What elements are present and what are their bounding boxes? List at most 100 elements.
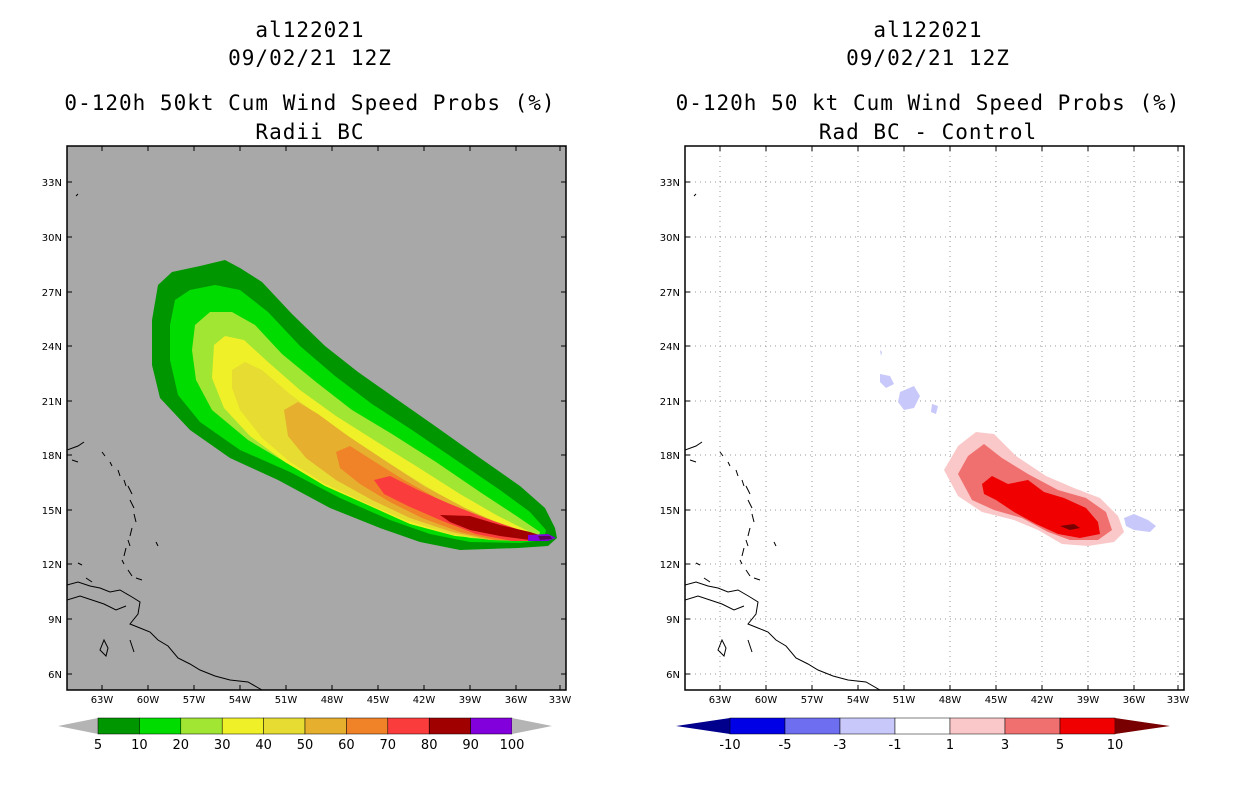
left-x-tick-label: 36W xyxy=(505,695,528,706)
right-colorbar-boxes xyxy=(729,717,1116,735)
left-colorbar-label: 80 xyxy=(421,738,438,753)
right-colorbar-label: -1 xyxy=(889,738,902,753)
left-y-tick-label: 27N xyxy=(42,288,62,299)
right-y-tick-label: 24N xyxy=(660,342,680,353)
colorbar-swatch xyxy=(346,717,389,735)
left-colorbar-label: 100 xyxy=(500,738,525,753)
left-title-subtitle: Radii BC xyxy=(255,120,365,144)
left-x-tick-label: 57W xyxy=(183,695,206,706)
colorbar-low-arrow xyxy=(676,718,730,734)
right-colorbar-label: -5 xyxy=(779,738,792,753)
colorbar-swatch xyxy=(1004,717,1061,735)
left-x-tick-label: 42W xyxy=(413,695,436,706)
right-title-date: 09/02/21 12Z xyxy=(846,46,1010,70)
right-axis-ticks xyxy=(685,146,1184,690)
right-title-storm-id: al122021 xyxy=(873,18,983,42)
colorbar-swatch xyxy=(894,717,951,735)
left-x-tick-label: 60W xyxy=(137,695,160,706)
left-colorbar: 5 10 20 30 40 50 60 70 80 90 100 xyxy=(58,717,552,753)
right-x-tick-label: 63W xyxy=(709,695,732,706)
max-core xyxy=(538,536,552,540)
right-coastlines xyxy=(685,193,881,690)
contour-30 xyxy=(212,336,530,540)
left-colorbar-label: 70 xyxy=(380,738,397,753)
contour-80 xyxy=(440,515,548,540)
neg-contour-1 xyxy=(1124,514,1156,532)
left-x-tick-labels: 63W 60W 57W 54W 51W 48W 45W 42W 39W 36W … xyxy=(91,695,572,706)
colorbar-swatch xyxy=(428,717,471,735)
left-probability-contours xyxy=(152,260,557,550)
right-x-tick-label: 45W xyxy=(985,695,1008,706)
left-title-date: 09/02/21 12Z xyxy=(228,46,392,70)
neg-contour-1 xyxy=(898,386,920,410)
right-y-tick-labels: 33N 30N 27N 24N 21N 18N 15N 12N 9N 6N xyxy=(660,178,680,681)
right-colorbar: -10 -5 -3 -1 1 3 5 10 xyxy=(676,717,1170,753)
left-map-frame xyxy=(66,145,567,691)
neg-contour-1 xyxy=(880,374,894,388)
left-y-tick-label: 21N xyxy=(42,397,62,408)
left-x-tick-label: 63W xyxy=(91,695,114,706)
colorbar-low-arrow xyxy=(58,718,98,734)
left-y-tick-label: 30N xyxy=(42,233,62,244)
right-title-product: 0-120h 50 kt Cum Wind Speed Probs (%) xyxy=(675,91,1181,115)
colorbar-swatch xyxy=(180,717,223,735)
right-x-tick-label: 36W xyxy=(1123,695,1146,706)
colorbar-swatch xyxy=(1059,717,1116,735)
right-x-tick-label: 60W xyxy=(755,695,778,706)
right-x-tick-label: 57W xyxy=(801,695,824,706)
colorbar-swatch xyxy=(949,717,1006,735)
left-y-tick-label: 9N xyxy=(48,615,62,626)
left-x-tick-label: 51W xyxy=(275,695,298,706)
left-colorbar-label: 10 xyxy=(131,738,148,753)
right-colorbar-label: -10 xyxy=(719,738,740,753)
left-x-tick-label: 39W xyxy=(459,695,482,706)
right-y-tick-label: 30N xyxy=(660,233,680,244)
neg-contour-1 xyxy=(931,404,938,414)
right-x-tick-label: 51W xyxy=(893,695,916,706)
left-map: 63W 60W 57W 54W 51W 48W 45W 42W 39W 36W … xyxy=(42,145,572,753)
left-x-tick-label: 48W xyxy=(321,695,344,706)
pos-contour-5 xyxy=(982,476,1100,538)
right-y-tick-label: 12N xyxy=(660,560,680,571)
colorbar-swatch xyxy=(784,717,841,735)
colorbar-high-arrow xyxy=(1115,718,1170,734)
left-colorbar-label: 20 xyxy=(173,738,190,753)
left-title-product: 0-120h 50kt Cum Wind Speed Probs (%) xyxy=(64,91,556,115)
right-y-tick-label: 15N xyxy=(660,506,680,517)
right-map-frame xyxy=(684,145,1185,691)
colorbar-swatch xyxy=(97,717,140,735)
right-y-tick-label: 6N xyxy=(666,670,680,681)
right-colorbar-label: 1 xyxy=(946,738,954,753)
left-colorbar-label: 50 xyxy=(297,738,314,753)
colorbar-swatch xyxy=(729,717,786,735)
right-x-tick-label: 39W xyxy=(1077,695,1100,706)
right-y-tick-label: 18N xyxy=(660,451,680,462)
right-x-tick-label: 54W xyxy=(847,695,870,706)
left-y-tick-labels: 33N 30N 27N 24N 21N 18N 15N 12N 9N 6N xyxy=(42,178,62,681)
contour-60 xyxy=(336,446,532,541)
colorbar-high-arrow xyxy=(512,718,552,734)
left-x-tick-label: 45W xyxy=(367,695,390,706)
right-colorbar-label: -3 xyxy=(834,738,847,753)
right-x-tick-label: 48W xyxy=(939,695,962,706)
contour-70 xyxy=(374,476,548,541)
right-x-tick-labels: 63W 60W 57W 54W 51W 48W 45W 42W 39W 36W … xyxy=(709,695,1190,706)
right-map-background xyxy=(685,146,1184,690)
colorbar-swatch xyxy=(139,717,182,735)
colorbar-swatch xyxy=(470,717,513,735)
right-y-tick-label: 21N xyxy=(660,397,680,408)
left-x-tick-label: 33W xyxy=(549,695,572,706)
left-colorbar-label: 60 xyxy=(338,738,355,753)
left-title-storm-id: al122021 xyxy=(255,18,365,42)
left-colorbar-label: 30 xyxy=(214,738,231,753)
colorbar-swatch xyxy=(387,717,430,735)
right-x-tick-label: 42W xyxy=(1031,695,1054,706)
contour-50 xyxy=(284,402,530,541)
colorbar-swatch xyxy=(221,717,264,735)
left-y-tick-label: 18N xyxy=(42,451,62,462)
left-y-tick-label: 12N xyxy=(42,560,62,571)
colorbar-swatch xyxy=(263,717,306,735)
left-coastlines xyxy=(67,193,263,690)
right-y-tick-label: 27N xyxy=(660,288,680,299)
left-colorbar-label: 5 xyxy=(94,738,102,753)
